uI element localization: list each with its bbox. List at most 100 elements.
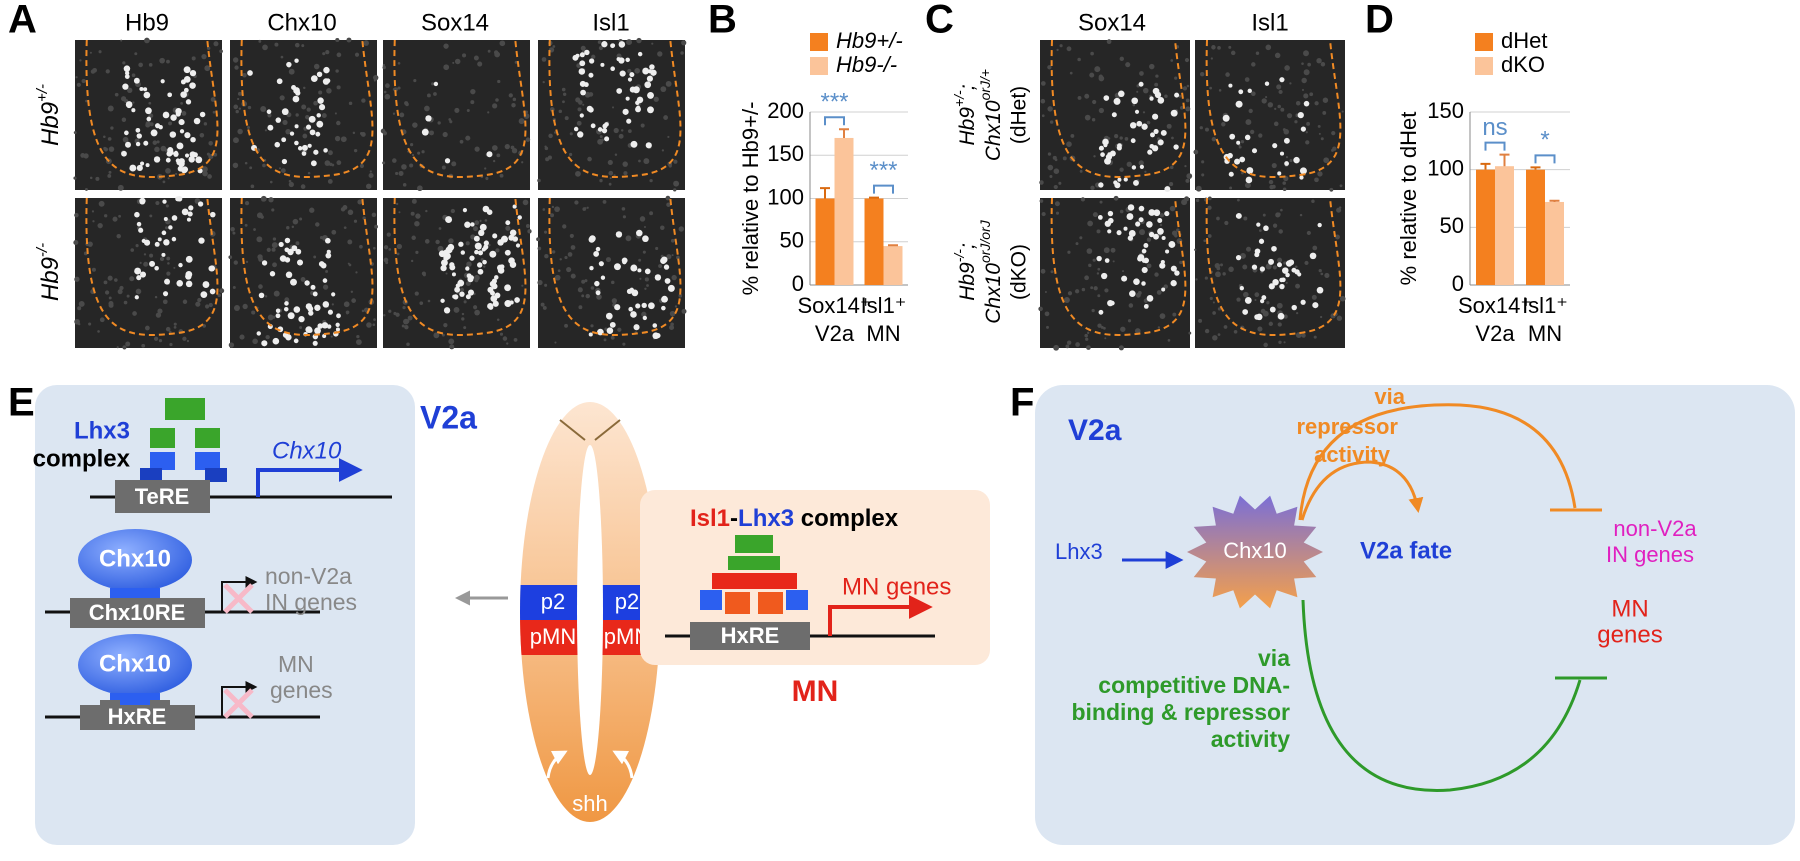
cell xyxy=(572,54,579,61)
cell xyxy=(121,150,127,157)
texture xyxy=(85,187,88,191)
texture xyxy=(258,284,263,289)
shape xyxy=(786,590,808,610)
texture xyxy=(73,239,79,246)
cell xyxy=(266,109,272,115)
texture xyxy=(1322,111,1327,115)
cell xyxy=(317,323,323,329)
cell xyxy=(122,83,129,90)
cell xyxy=(1247,88,1252,94)
genotype: -/- xyxy=(34,243,51,257)
cell xyxy=(171,236,177,242)
texture xyxy=(230,227,235,232)
texture xyxy=(576,120,582,126)
texture xyxy=(1086,248,1093,254)
cell xyxy=(135,127,141,133)
row-label: Hb9-/-; xyxy=(951,243,979,301)
texture xyxy=(449,344,455,350)
label: Lhx3 xyxy=(74,417,130,444)
texture xyxy=(1066,46,1072,52)
cell xyxy=(1161,235,1166,241)
texture xyxy=(1119,209,1124,214)
cell xyxy=(307,328,313,333)
boundary xyxy=(1205,39,1342,178)
texture xyxy=(568,152,573,157)
cell xyxy=(1134,109,1140,114)
texture xyxy=(264,295,268,298)
texture xyxy=(1259,229,1262,232)
texture xyxy=(1138,160,1144,166)
texture xyxy=(1110,247,1116,253)
texture xyxy=(1228,45,1232,49)
cell xyxy=(1255,313,1263,321)
texture xyxy=(401,324,405,328)
micrograph xyxy=(230,37,379,190)
texture xyxy=(470,88,476,95)
cell xyxy=(654,274,662,281)
texture xyxy=(305,114,310,120)
texture xyxy=(655,246,659,251)
cell xyxy=(176,142,184,150)
cell xyxy=(323,66,330,74)
texture xyxy=(148,101,152,105)
texture xyxy=(232,162,239,169)
cell xyxy=(163,239,170,246)
cell xyxy=(322,301,330,308)
y-tick-label: 200 xyxy=(767,98,804,123)
texture xyxy=(527,229,532,234)
texture xyxy=(117,184,124,191)
texture xyxy=(228,342,235,348)
texture xyxy=(561,87,566,92)
texture xyxy=(1167,339,1171,342)
texture xyxy=(1311,199,1315,203)
cell xyxy=(1299,167,1307,175)
cell xyxy=(626,288,633,294)
texture xyxy=(155,312,162,318)
cell xyxy=(494,292,501,299)
texture xyxy=(299,217,303,221)
texture xyxy=(372,74,379,81)
gene: Chx10 xyxy=(982,263,1005,324)
texture xyxy=(578,305,583,310)
texture xyxy=(1218,89,1222,92)
label: non-V2a xyxy=(1613,516,1697,541)
texture xyxy=(496,153,501,158)
image-bg xyxy=(383,40,530,190)
cell xyxy=(1261,295,1267,301)
cell xyxy=(615,231,623,238)
texture xyxy=(108,170,112,174)
texture xyxy=(585,293,591,299)
texture xyxy=(670,238,675,243)
cell xyxy=(275,313,281,319)
texture xyxy=(1059,44,1063,48)
texture xyxy=(114,278,118,282)
legend-label: Hb9+/- xyxy=(836,28,903,53)
cell xyxy=(637,268,642,273)
y-tick-label: 150 xyxy=(1427,98,1464,123)
cell xyxy=(133,77,140,84)
texture xyxy=(153,336,159,341)
texture xyxy=(1144,170,1147,173)
texture xyxy=(383,245,389,250)
cell xyxy=(631,289,639,297)
texture xyxy=(1119,167,1124,172)
texture xyxy=(1120,326,1126,332)
texture xyxy=(347,262,350,265)
texture xyxy=(326,88,332,94)
cell xyxy=(169,131,177,138)
texture xyxy=(371,212,377,218)
micrograph xyxy=(1194,196,1346,348)
texture xyxy=(1096,272,1100,275)
shape xyxy=(205,468,227,482)
cell xyxy=(637,51,643,57)
texture xyxy=(103,280,108,285)
texture xyxy=(1163,284,1168,289)
cell xyxy=(162,291,169,297)
cell xyxy=(1138,205,1145,212)
cell xyxy=(1121,275,1128,282)
texture xyxy=(1091,118,1096,122)
cell xyxy=(1269,306,1276,313)
texture xyxy=(397,61,401,65)
cell xyxy=(160,79,165,84)
cell xyxy=(294,124,299,129)
